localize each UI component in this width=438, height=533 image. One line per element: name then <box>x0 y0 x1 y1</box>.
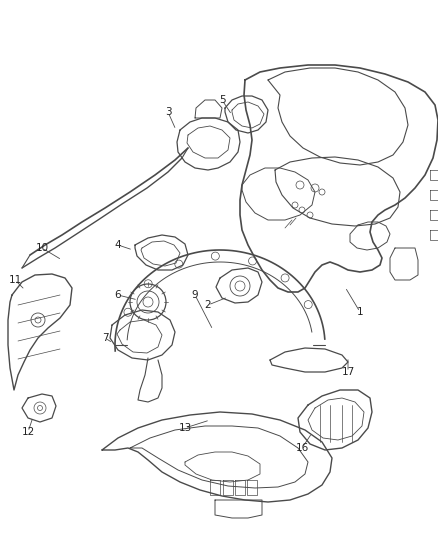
Text: 3: 3 <box>165 107 171 117</box>
Text: 12: 12 <box>21 427 35 437</box>
Text: 11: 11 <box>8 275 21 285</box>
Text: 2: 2 <box>205 300 211 310</box>
Text: 1: 1 <box>357 307 363 317</box>
Text: 10: 10 <box>35 243 49 253</box>
Text: 7: 7 <box>102 333 108 343</box>
Text: 17: 17 <box>341 367 355 377</box>
Text: 9: 9 <box>192 290 198 300</box>
Text: 16: 16 <box>295 443 309 453</box>
Text: 5: 5 <box>219 95 225 105</box>
Text: 13: 13 <box>178 423 192 433</box>
Text: 4: 4 <box>115 240 121 250</box>
Text: 6: 6 <box>115 290 121 300</box>
